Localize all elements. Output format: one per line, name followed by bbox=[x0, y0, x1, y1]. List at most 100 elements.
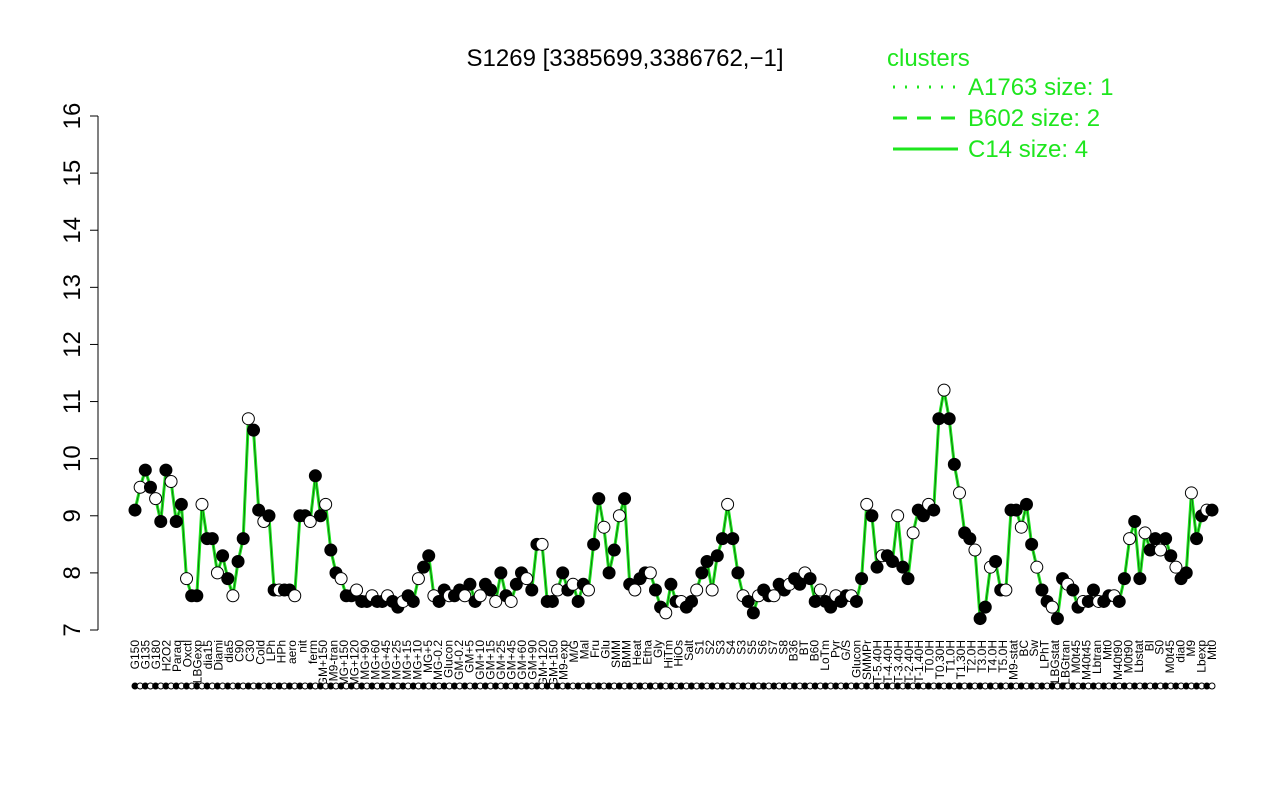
data-point bbox=[1164, 549, 1178, 563]
x-tick-label: Lbexp bbox=[1195, 640, 1209, 673]
data-point bbox=[1153, 543, 1167, 557]
x-tick-label: BI bbox=[1142, 640, 1156, 651]
data-point bbox=[855, 572, 869, 586]
axes: 7 8 9 10 11 12 13 14 15 16 bbox=[59, 103, 99, 637]
x-tick-label: H2O2 bbox=[159, 640, 173, 672]
x-tick-label: GM+150 bbox=[546, 640, 560, 687]
x-tick-label: S8 bbox=[776, 640, 790, 655]
x-tick-label: MG+60 bbox=[368, 640, 382, 680]
y-tick-label: 9 bbox=[59, 509, 86, 522]
y-tick-label: 8 bbox=[59, 566, 86, 579]
data-point bbox=[288, 589, 302, 603]
chart-title: S1269 [3385699,3386762,−1] bbox=[467, 45, 784, 72]
data-point bbox=[767, 589, 781, 603]
data-point bbox=[422, 549, 436, 563]
y-tick-label: 13 bbox=[59, 274, 86, 301]
x-tick-label: Glucon bbox=[849, 640, 863, 678]
data-point bbox=[793, 577, 807, 591]
x-tick-label: M40t90 bbox=[1111, 640, 1125, 680]
x-tick-label: Gly bbox=[651, 640, 665, 658]
x-tick-label: BT bbox=[797, 639, 811, 655]
data-point bbox=[721, 497, 735, 511]
x-tick-label: Glucon bbox=[442, 640, 456, 678]
legend-title: clusters bbox=[887, 45, 970, 72]
x-tick-label: Diami bbox=[212, 640, 226, 671]
x-tick-label: HPh bbox=[274, 640, 288, 663]
data-point bbox=[989, 554, 1003, 568]
data-point bbox=[607, 543, 621, 557]
data-point bbox=[417, 560, 431, 574]
legend-entry-label: B602 size: 2 bbox=[968, 105, 1100, 132]
x-tick-label: M0t90 bbox=[1121, 640, 1135, 674]
data-point bbox=[1123, 532, 1137, 546]
data-point bbox=[865, 509, 879, 523]
data-point bbox=[963, 532, 977, 546]
x-tick-label: Salt bbox=[682, 639, 696, 660]
data-point bbox=[247, 423, 261, 437]
data-point bbox=[180, 572, 194, 586]
x-tick-label: GM+5 bbox=[463, 640, 477, 673]
x-tick-label: MG+150 bbox=[337, 640, 351, 687]
data-point bbox=[406, 594, 420, 608]
data-point bbox=[241, 412, 255, 426]
data-point bbox=[587, 537, 601, 551]
x-tick-label: M0t45 bbox=[1069, 640, 1083, 674]
data-points bbox=[128, 383, 1219, 626]
x-tick-label: GM-0.2 bbox=[452, 640, 466, 680]
x-tick-label: M9-tran bbox=[327, 640, 341, 681]
data-point bbox=[849, 594, 863, 608]
y-tick-label: 10 bbox=[59, 445, 86, 472]
data-point bbox=[174, 497, 188, 511]
data-point bbox=[535, 537, 549, 551]
data-point bbox=[504, 594, 518, 608]
x-tick-label: MG+45 bbox=[379, 640, 393, 680]
x-tick-label: G150 bbox=[128, 640, 142, 670]
data-point bbox=[741, 594, 755, 608]
data-point bbox=[154, 514, 168, 528]
x-tick-label: T2.0H bbox=[965, 640, 979, 673]
data-point bbox=[210, 566, 224, 580]
x-tick-label: T1.30H bbox=[954, 640, 968, 679]
data-point bbox=[458, 589, 472, 603]
data-point bbox=[1184, 486, 1198, 500]
data-point bbox=[216, 549, 230, 563]
x-tick-label: G180 bbox=[149, 640, 163, 670]
data-point bbox=[1138, 526, 1152, 540]
x-tick-label: Sw bbox=[1027, 640, 1041, 657]
x-tick-label: ferm bbox=[306, 640, 320, 664]
x-tick-label: SMM bbox=[609, 640, 623, 668]
data-point bbox=[746, 606, 760, 620]
data-point bbox=[886, 554, 900, 568]
data-point bbox=[1117, 572, 1131, 586]
data-point bbox=[1112, 594, 1126, 608]
data-point bbox=[303, 514, 317, 528]
data-point bbox=[164, 475, 178, 489]
data-point bbox=[205, 532, 219, 546]
x-tick-label: Mt0 bbox=[1100, 640, 1114, 660]
data-point bbox=[195, 497, 209, 511]
x-tick-label: Cold bbox=[253, 640, 267, 665]
data-point bbox=[813, 583, 827, 597]
data-point bbox=[690, 583, 704, 597]
data-point bbox=[1030, 560, 1044, 574]
data-point bbox=[324, 543, 338, 557]
x-tick-label: S6 bbox=[755, 640, 769, 655]
x-tick-label: Paraq bbox=[170, 640, 184, 672]
x-tick-label: T1.0H bbox=[944, 640, 958, 673]
data-point bbox=[710, 549, 724, 563]
data-point bbox=[1050, 612, 1064, 626]
x-tick-label: GM+90 bbox=[525, 640, 539, 680]
x-tick-label: B60 bbox=[808, 640, 822, 662]
data-point bbox=[700, 554, 714, 568]
data-point bbox=[901, 572, 915, 586]
x-tick-label: LBGtran bbox=[1059, 640, 1073, 685]
x-tick-label: HiOs bbox=[672, 640, 686, 667]
x-tick-label: M9-exp bbox=[557, 640, 571, 680]
x-tick-label: T-4.40H bbox=[881, 640, 895, 683]
data-point bbox=[597, 520, 611, 534]
x-tick-label: LPhT bbox=[1038, 639, 1052, 668]
data-point bbox=[643, 566, 657, 580]
x-tick-label: M9 bbox=[1184, 640, 1198, 657]
x-tick-label: nit bbox=[295, 639, 309, 652]
